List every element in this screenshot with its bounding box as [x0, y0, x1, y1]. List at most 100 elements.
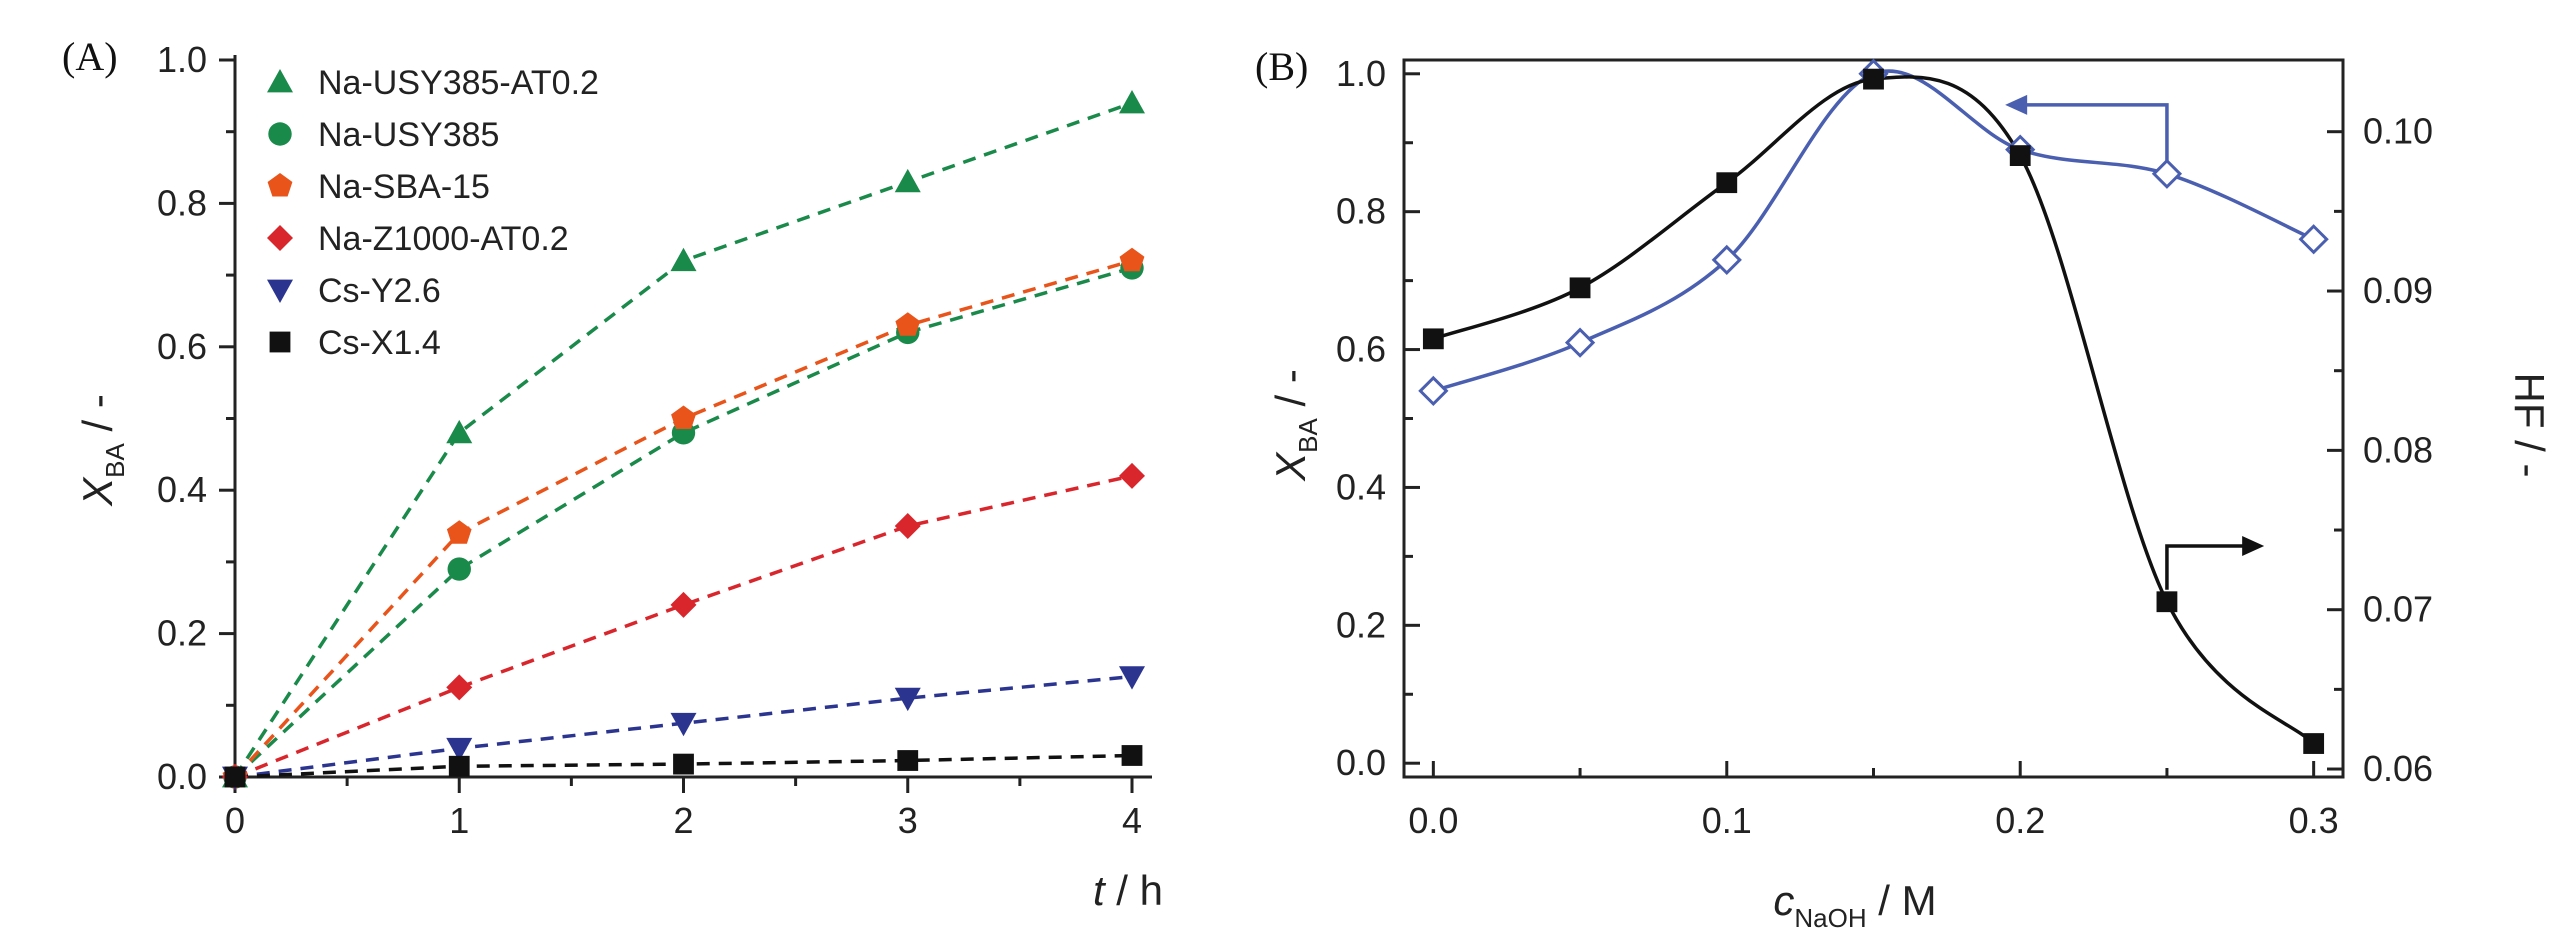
panel-a-legend: Na-USY385-AT0.2 Na-USY385 Na-SBA-15 Na-Z100… — [267, 64, 599, 362]
panel-b: (B) 0.0 0.1 0.2 0.3 0.0 0.2 0.4 0.6 0.8 1.0 0.06… — [1255, 44, 2553, 933]
panel-a-series-line — [233, 266, 1133, 779]
panel-b-y-tick-label: 1.0 — [1336, 53, 1386, 94]
panel-b-data-point — [2303, 733, 2325, 754]
panel-b-y2-title: HF / - — [2506, 373, 2553, 478]
panel-b-x-tick-label: 0.3 — [2289, 800, 2339, 841]
panel-a-data-point — [224, 766, 246, 788]
panel-b-y-title: XBA / - — [1267, 369, 1323, 482]
panel-b-y2-tick-label: 0.09 — [2363, 270, 2433, 311]
panel-a-x-tick-label: 3 — [898, 800, 918, 841]
panel-b-x-title: cNaOH / M — [1773, 877, 1936, 933]
panel-b-y2-tick-label: 0.08 — [2363, 429, 2433, 470]
panel-a-data-point — [446, 737, 473, 762]
panel-b-data-point — [1418, 375, 1449, 407]
panel-a-data-point — [670, 247, 697, 272]
panel-a: (A) 0 1 2 3 4 0.0 0.2 0.4 0.6 0.8 1.0 Na-USY385-A… — [62, 34, 1163, 914]
panel-a-x-title: t / h — [1093, 867, 1163, 914]
panel-b-frame — [1402, 58, 2345, 779]
panel-b-data-point — [1711, 244, 1742, 276]
panel-b-data-point — [1564, 327, 1596, 358]
panel-b-data-point — [1863, 68, 1884, 90]
panel-b-x-title-unit: / M — [1867, 877, 1937, 924]
panel-a-data-point — [671, 405, 696, 429]
panel-a-data-point — [1119, 90, 1145, 114]
panel-a-data-point — [446, 419, 473, 444]
panel-b-left-axis-arrowhead — [2005, 94, 2028, 115]
panel-a-legend-marker — [269, 331, 291, 353]
panel-b-y-ticks: 0.0 0.2 0.4 0.6 0.8 1.0 — [1336, 53, 1420, 783]
panel-a-letter: (A) — [62, 34, 118, 79]
panel-a-y-tick-label: 0.6 — [157, 326, 207, 367]
panel-a-legend-label: Cs-Y2.6 — [318, 272, 441, 310]
panel-a-x-tick-label: 0 — [225, 800, 245, 841]
panel-b-x-ticks: 0.0 0.1 0.2 0.3 — [1408, 761, 2339, 841]
panel-a-data-point — [1119, 247, 1145, 272]
panel-a-legend-label: Cs-X1.4 — [318, 324, 441, 362]
panel-a-y-title-unit: / - — [74, 394, 121, 443]
panel-a-data-point — [894, 687, 921, 712]
panel-a-data-point — [446, 674, 473, 701]
panel-b-y2-tick-label: 0.07 — [2363, 589, 2433, 630]
panel-b-x-tick-label: 0.0 — [1408, 800, 1458, 841]
panel-a-legend-marker — [267, 69, 293, 93]
panel-a-data-point — [1119, 462, 1145, 489]
panel-a-y-tick-label: 0.8 — [157, 182, 207, 223]
panel-b-data-point — [1422, 328, 1444, 350]
panel-a-data-point — [446, 520, 472, 544]
panel-b-y-tick-label: 0.2 — [1336, 604, 1386, 645]
panel-b-data-point — [1716, 172, 1738, 194]
panel-a-y-title: XBA / - — [74, 394, 130, 507]
panel-a-legend-label: Na-USY385 — [318, 116, 499, 154]
panel-a-legend-marker — [268, 122, 292, 146]
panel-b-data-point — [1569, 277, 1591, 299]
panel-b-y-title-sub: BA — [1293, 417, 1323, 452]
panel-a-data-point — [670, 712, 697, 737]
panel-b-y-tick-label: 0.4 — [1336, 466, 1386, 507]
panel-a-x-title-var: t — [1093, 867, 1107, 914]
panel-a-data-point — [897, 750, 919, 771]
panel-a-legend-label: Na-USY385-AT0.2 — [318, 64, 599, 102]
panel-a-y-tick-label: 0.4 — [157, 469, 207, 510]
panel-a-series — [222, 90, 1145, 790]
panel-b-arrows — [2005, 94, 2265, 590]
panel-b-y2-ticks: 0.06 0.07 0.08 0.09 0.10 — [2327, 111, 2433, 789]
panel-b-right-axis-arrow — [2165, 544, 2247, 590]
panel-b-x-tick-label: 0.1 — [1702, 800, 1752, 841]
panel-b-letter: (B) — [1255, 44, 1308, 89]
panel-a-y-tick-label: 0.2 — [157, 613, 207, 654]
panel-a-legend-label: Na-Z1000-AT0.2 — [318, 220, 569, 258]
panel-a-data-point — [894, 513, 921, 540]
panel-b-y-tick-label: 0.8 — [1336, 191, 1386, 232]
panel-b-y2-tick-label: 0.10 — [2363, 111, 2433, 152]
panel-a-data-point — [448, 755, 470, 777]
panel-a-x-tick-label: 2 — [673, 800, 693, 841]
panel-a-data-point — [447, 557, 471, 581]
panel-a-data-point — [895, 312, 921, 336]
panel-b-x-tick-label: 0.2 — [1995, 800, 2045, 841]
panel-b-x-title-var: c — [1773, 877, 1794, 924]
panel-b-data-point — [2151, 158, 2183, 189]
panel-a-y-ticks: 0.0 0.2 0.4 0.6 0.8 1.0 — [157, 39, 235, 797]
panel-b-data-point — [2156, 591, 2178, 613]
panel-a-data-point — [1121, 745, 1143, 766]
panel-b-y-title-var: X — [1267, 451, 1314, 482]
panel-a-legend-marker — [267, 173, 293, 197]
panel-a-data-point — [1119, 666, 1145, 690]
panel-b-data-point — [2009, 145, 2031, 166]
panel-a-legend-marker — [267, 279, 293, 303]
panel-b-left-axis-arrow — [2023, 103, 2169, 162]
panel-a-legend-marker — [267, 225, 293, 251]
panel-a-legend-label: Na-SBA-15 — [318, 168, 490, 206]
panel-b-data-point — [2298, 224, 2329, 255]
panel-b-y-tick-label: 0.0 — [1336, 742, 1386, 783]
panel-a-data-point — [894, 168, 921, 193]
panel-a-y-tick-label: 0.0 — [157, 756, 207, 797]
panel-a-x-ticks: 0 1 2 3 4 — [225, 777, 1142, 841]
panel-b-y-title-unit: / - — [1267, 369, 1314, 418]
panel-a-x-title-unit: / h — [1105, 867, 1163, 914]
panel-a-data-point — [673, 753, 694, 775]
panel-a-y-tick-label: 1.0 — [157, 39, 207, 80]
panel-a-x-tick-label: 4 — [1122, 800, 1142, 841]
panel-b-right-axis-arrowhead — [2242, 536, 2265, 557]
